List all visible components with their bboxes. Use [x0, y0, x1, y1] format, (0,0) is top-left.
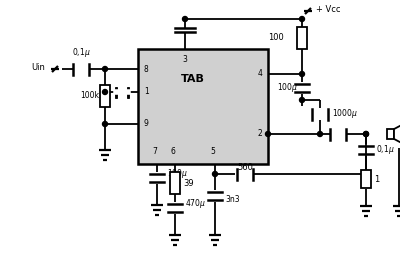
Text: 3n3: 3n3 [225, 195, 240, 203]
Text: Uin: Uin [31, 62, 45, 71]
Text: 3: 3 [182, 55, 188, 64]
Bar [138, 49, 268, 164]
Bar [170, 172, 180, 194]
Bar [100, 85, 110, 107]
Text: 8: 8 [144, 65, 149, 73]
Circle shape [300, 71, 304, 76]
Text: 4: 4 [257, 70, 262, 78]
Circle shape [102, 121, 108, 126]
Text: 6: 6 [170, 147, 176, 156]
Text: 100: 100 [268, 34, 284, 42]
Bar [297, 27, 307, 49]
Text: 560: 560 [237, 164, 253, 172]
Text: 9: 9 [144, 119, 149, 129]
Bar [387, 129, 394, 139]
Text: 1000$\mu$: 1000$\mu$ [332, 107, 358, 120]
Circle shape [364, 132, 368, 136]
Polygon shape [394, 120, 400, 148]
Text: 0,1$\mu$: 0,1$\mu$ [376, 144, 395, 156]
Text: 0,1$\mu$: 0,1$\mu$ [72, 46, 90, 59]
Text: 470$\mu$: 470$\mu$ [185, 198, 206, 211]
Text: 1: 1 [374, 174, 379, 183]
Circle shape [364, 132, 368, 136]
Circle shape [266, 132, 270, 136]
Circle shape [102, 89, 108, 94]
Text: 1: 1 [144, 87, 149, 97]
Circle shape [300, 17, 304, 22]
Circle shape [102, 67, 108, 71]
Circle shape [300, 98, 304, 103]
Text: 100$\mu$: 100$\mu$ [167, 167, 188, 181]
Text: TAB: TAB [181, 74, 205, 84]
Text: 5: 5 [210, 147, 216, 156]
Text: 2: 2 [257, 130, 262, 138]
Text: 100k: 100k [80, 91, 99, 101]
Text: + Vcc: + Vcc [316, 5, 340, 13]
Circle shape [182, 17, 188, 22]
Text: 39: 39 [183, 179, 194, 187]
Bar [361, 170, 371, 188]
Circle shape [318, 132, 322, 136]
Text: 7: 7 [152, 147, 158, 156]
Circle shape [212, 171, 218, 177]
Text: 100$\mu$: 100$\mu$ [277, 82, 298, 94]
